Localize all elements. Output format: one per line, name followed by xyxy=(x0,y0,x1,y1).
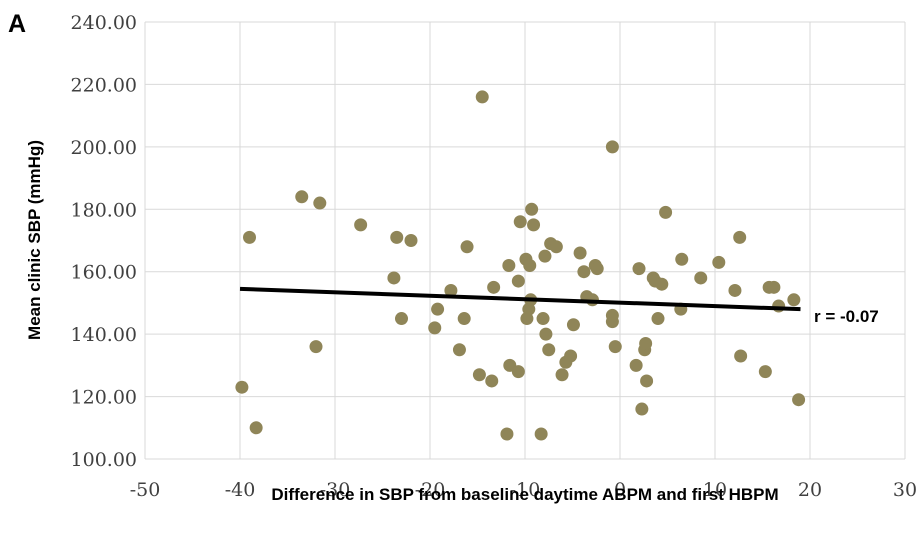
data-points xyxy=(235,90,806,441)
data-point xyxy=(566,318,580,332)
trendline xyxy=(239,286,801,312)
data-point xyxy=(235,380,249,394)
x-tick-label: 10 xyxy=(703,479,727,501)
data-point xyxy=(243,230,256,244)
data-point xyxy=(590,262,604,276)
panel-label: A xyxy=(8,10,26,38)
data-point xyxy=(525,202,539,216)
data-point xyxy=(472,368,486,382)
data-point xyxy=(457,312,471,326)
data-point xyxy=(500,427,514,441)
x-tick-label: 20 xyxy=(798,479,822,501)
data-point xyxy=(549,240,563,254)
data-point xyxy=(249,421,263,435)
y-tick-label: 140.00 xyxy=(71,324,137,346)
data-point xyxy=(523,258,537,272)
data-point xyxy=(577,265,591,279)
data-point xyxy=(539,327,553,341)
tick-labels: -50 -40 -30 -20 -10 0 10 20 30 100.00 120.00 140.00… xyxy=(71,12,918,501)
x-tick-label: -10 xyxy=(510,479,541,501)
data-point xyxy=(404,234,418,247)
data-point xyxy=(444,283,458,297)
x-tick-label: 30 xyxy=(893,479,917,501)
data-point xyxy=(608,340,622,354)
x-tick-label: -20 xyxy=(415,479,446,501)
y-tick-label: 160.00 xyxy=(71,262,137,284)
data-point xyxy=(313,196,327,210)
data-point xyxy=(354,218,368,232)
x-axis-title: Difference in SBP from baseline daytime … xyxy=(271,485,778,504)
x-tick-label: -40 xyxy=(225,479,256,501)
data-point xyxy=(712,255,726,269)
data-point xyxy=(555,368,569,382)
data-point xyxy=(475,90,489,104)
data-point xyxy=(605,308,619,322)
data-point xyxy=(511,365,525,379)
data-point xyxy=(511,274,525,288)
y-tick-label: 180.00 xyxy=(71,199,137,221)
data-point xyxy=(460,240,474,254)
data-point xyxy=(629,358,643,372)
y-tick-label: 220.00 xyxy=(71,74,137,96)
data-point xyxy=(651,312,665,326)
y-axis-title: Mean clinic SBP (mmHg) xyxy=(25,140,44,340)
data-point xyxy=(640,374,654,388)
data-point xyxy=(635,402,649,416)
data-point xyxy=(452,343,466,357)
data-point xyxy=(564,349,578,363)
gridlines xyxy=(144,21,906,460)
data-point xyxy=(534,427,548,441)
data-point xyxy=(632,262,646,276)
data-point xyxy=(655,277,669,291)
data-point xyxy=(694,271,708,285)
data-point xyxy=(487,280,501,294)
data-point xyxy=(758,365,772,379)
data-point xyxy=(792,393,806,407)
data-point xyxy=(542,343,556,357)
data-point xyxy=(513,215,527,229)
x-tick-label: 0 xyxy=(614,479,626,501)
data-point xyxy=(772,299,786,313)
correlation-annotation: r = -0.07 xyxy=(814,307,879,326)
data-point xyxy=(538,249,552,263)
data-point xyxy=(390,230,404,244)
data-point xyxy=(431,302,445,316)
data-point xyxy=(787,293,801,307)
data-point xyxy=(659,205,673,219)
data-point xyxy=(536,312,550,326)
data-point xyxy=(639,337,653,351)
data-point xyxy=(767,280,781,294)
data-point xyxy=(728,283,742,297)
x-tick-label: -30 xyxy=(320,479,351,501)
data-point xyxy=(734,349,748,363)
data-point xyxy=(309,340,323,354)
data-point xyxy=(387,271,401,285)
y-tick-label: 240.00 xyxy=(71,12,137,34)
data-point xyxy=(295,190,309,204)
data-point xyxy=(485,374,499,388)
data-point xyxy=(573,246,587,260)
data-point xyxy=(395,312,408,326)
data-point xyxy=(502,258,516,272)
data-point xyxy=(605,140,619,154)
y-tick-label: 120.00 xyxy=(71,387,137,409)
x-tick-label: -50 xyxy=(130,479,161,501)
y-tick-label: 200.00 xyxy=(71,137,137,159)
data-point xyxy=(733,230,747,244)
data-point xyxy=(675,252,689,266)
data-point xyxy=(527,218,541,232)
y-tick-label: 100.00 xyxy=(71,449,137,471)
data-point xyxy=(428,321,442,335)
